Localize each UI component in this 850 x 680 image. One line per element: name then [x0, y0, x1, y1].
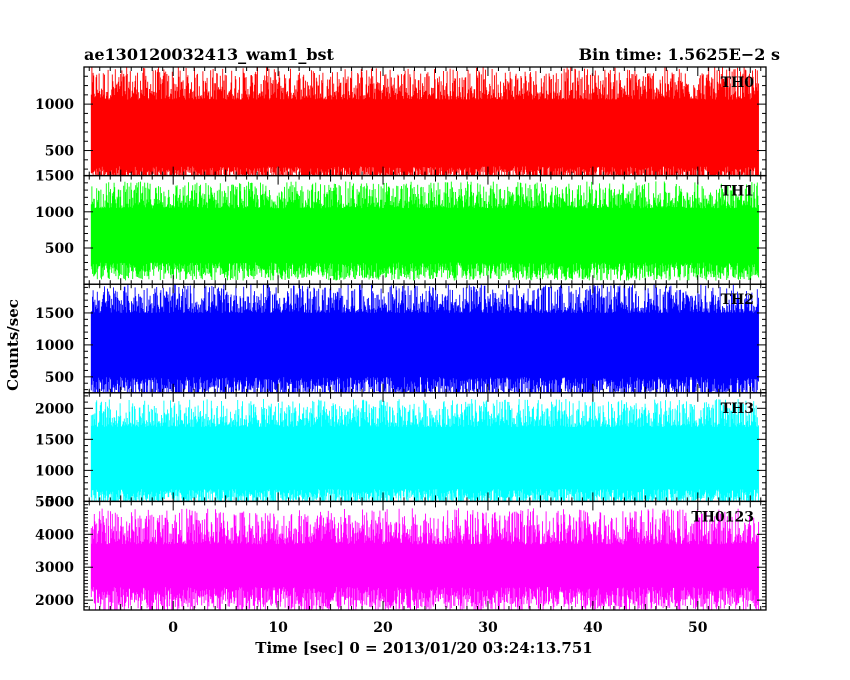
y-tick-label: 5000 [35, 494, 74, 510]
y-tick-label: 1000 [35, 205, 74, 221]
y-tick-label: 500 [45, 241, 74, 257]
panel-label: TH0123 [691, 509, 754, 525]
panel-th2: 500 1000 1500 TH2 [35, 283, 767, 394]
y-tick-label: 1500 [35, 169, 74, 185]
panel-label: TH0 [721, 75, 755, 91]
y-tick-label: 4000 [35, 527, 74, 543]
series-th0123 [90, 508, 759, 610]
y-tick-label: 1500 [35, 432, 74, 448]
y-tick-label: 500 [45, 144, 74, 160]
plot-title: ae130120032413_wam1_bst [84, 45, 335, 64]
y-tick-label: 500 [45, 494, 74, 510]
y-tick-label: 1000 [35, 97, 74, 113]
x-tick-label: 10 [268, 620, 288, 636]
y-tick-label: 3000 [35, 560, 74, 576]
bin-time-label: Bin time: 1.5625E−2 s [579, 45, 780, 64]
series-th2 [90, 284, 759, 393]
y-tick-label: 1500 [35, 306, 74, 322]
panel-th0: 500 1000 TH0 [35, 66, 767, 177]
x-tick-label: 0 [168, 620, 178, 636]
panel-label: TH1 [721, 184, 754, 200]
y-tick-label: 2000 [35, 593, 74, 609]
panel-label: TH3 [721, 401, 754, 417]
x-axis-label: Time [sec] 0 = 2013/01/20 03:24:13.751 [255, 639, 592, 657]
y-tick-label: 1000 [35, 338, 74, 354]
series-th0 [90, 67, 759, 176]
y-tick-label: 1000 [35, 463, 74, 479]
x-axis: 0 10 20 30 40 50 [168, 620, 707, 636]
series-th3 [90, 399, 759, 502]
x-tick-label: 20 [373, 620, 393, 636]
y-axis-label: Counts/sec [4, 299, 22, 391]
x-tick-label: 40 [583, 620, 603, 636]
panels-group: 5001000TH050010001500TH150010001500TH250… [35, 66, 767, 611]
panel-th3: 500 1000 1500 2000 TH3 [35, 392, 767, 510]
y-tick-label: 2000 [35, 401, 74, 417]
x-tick-label: 50 [688, 620, 708, 636]
y-tick-label: 500 [45, 370, 74, 386]
series-th1 [90, 181, 759, 281]
panel-th0123: 2000 3000 4000 5000 TH0123 [35, 494, 767, 611]
x-tick-label: 30 [478, 620, 498, 636]
panel-label: TH2 [721, 292, 754, 308]
panel-th1: 500 1000 1500 TH1 [35, 169, 767, 285]
